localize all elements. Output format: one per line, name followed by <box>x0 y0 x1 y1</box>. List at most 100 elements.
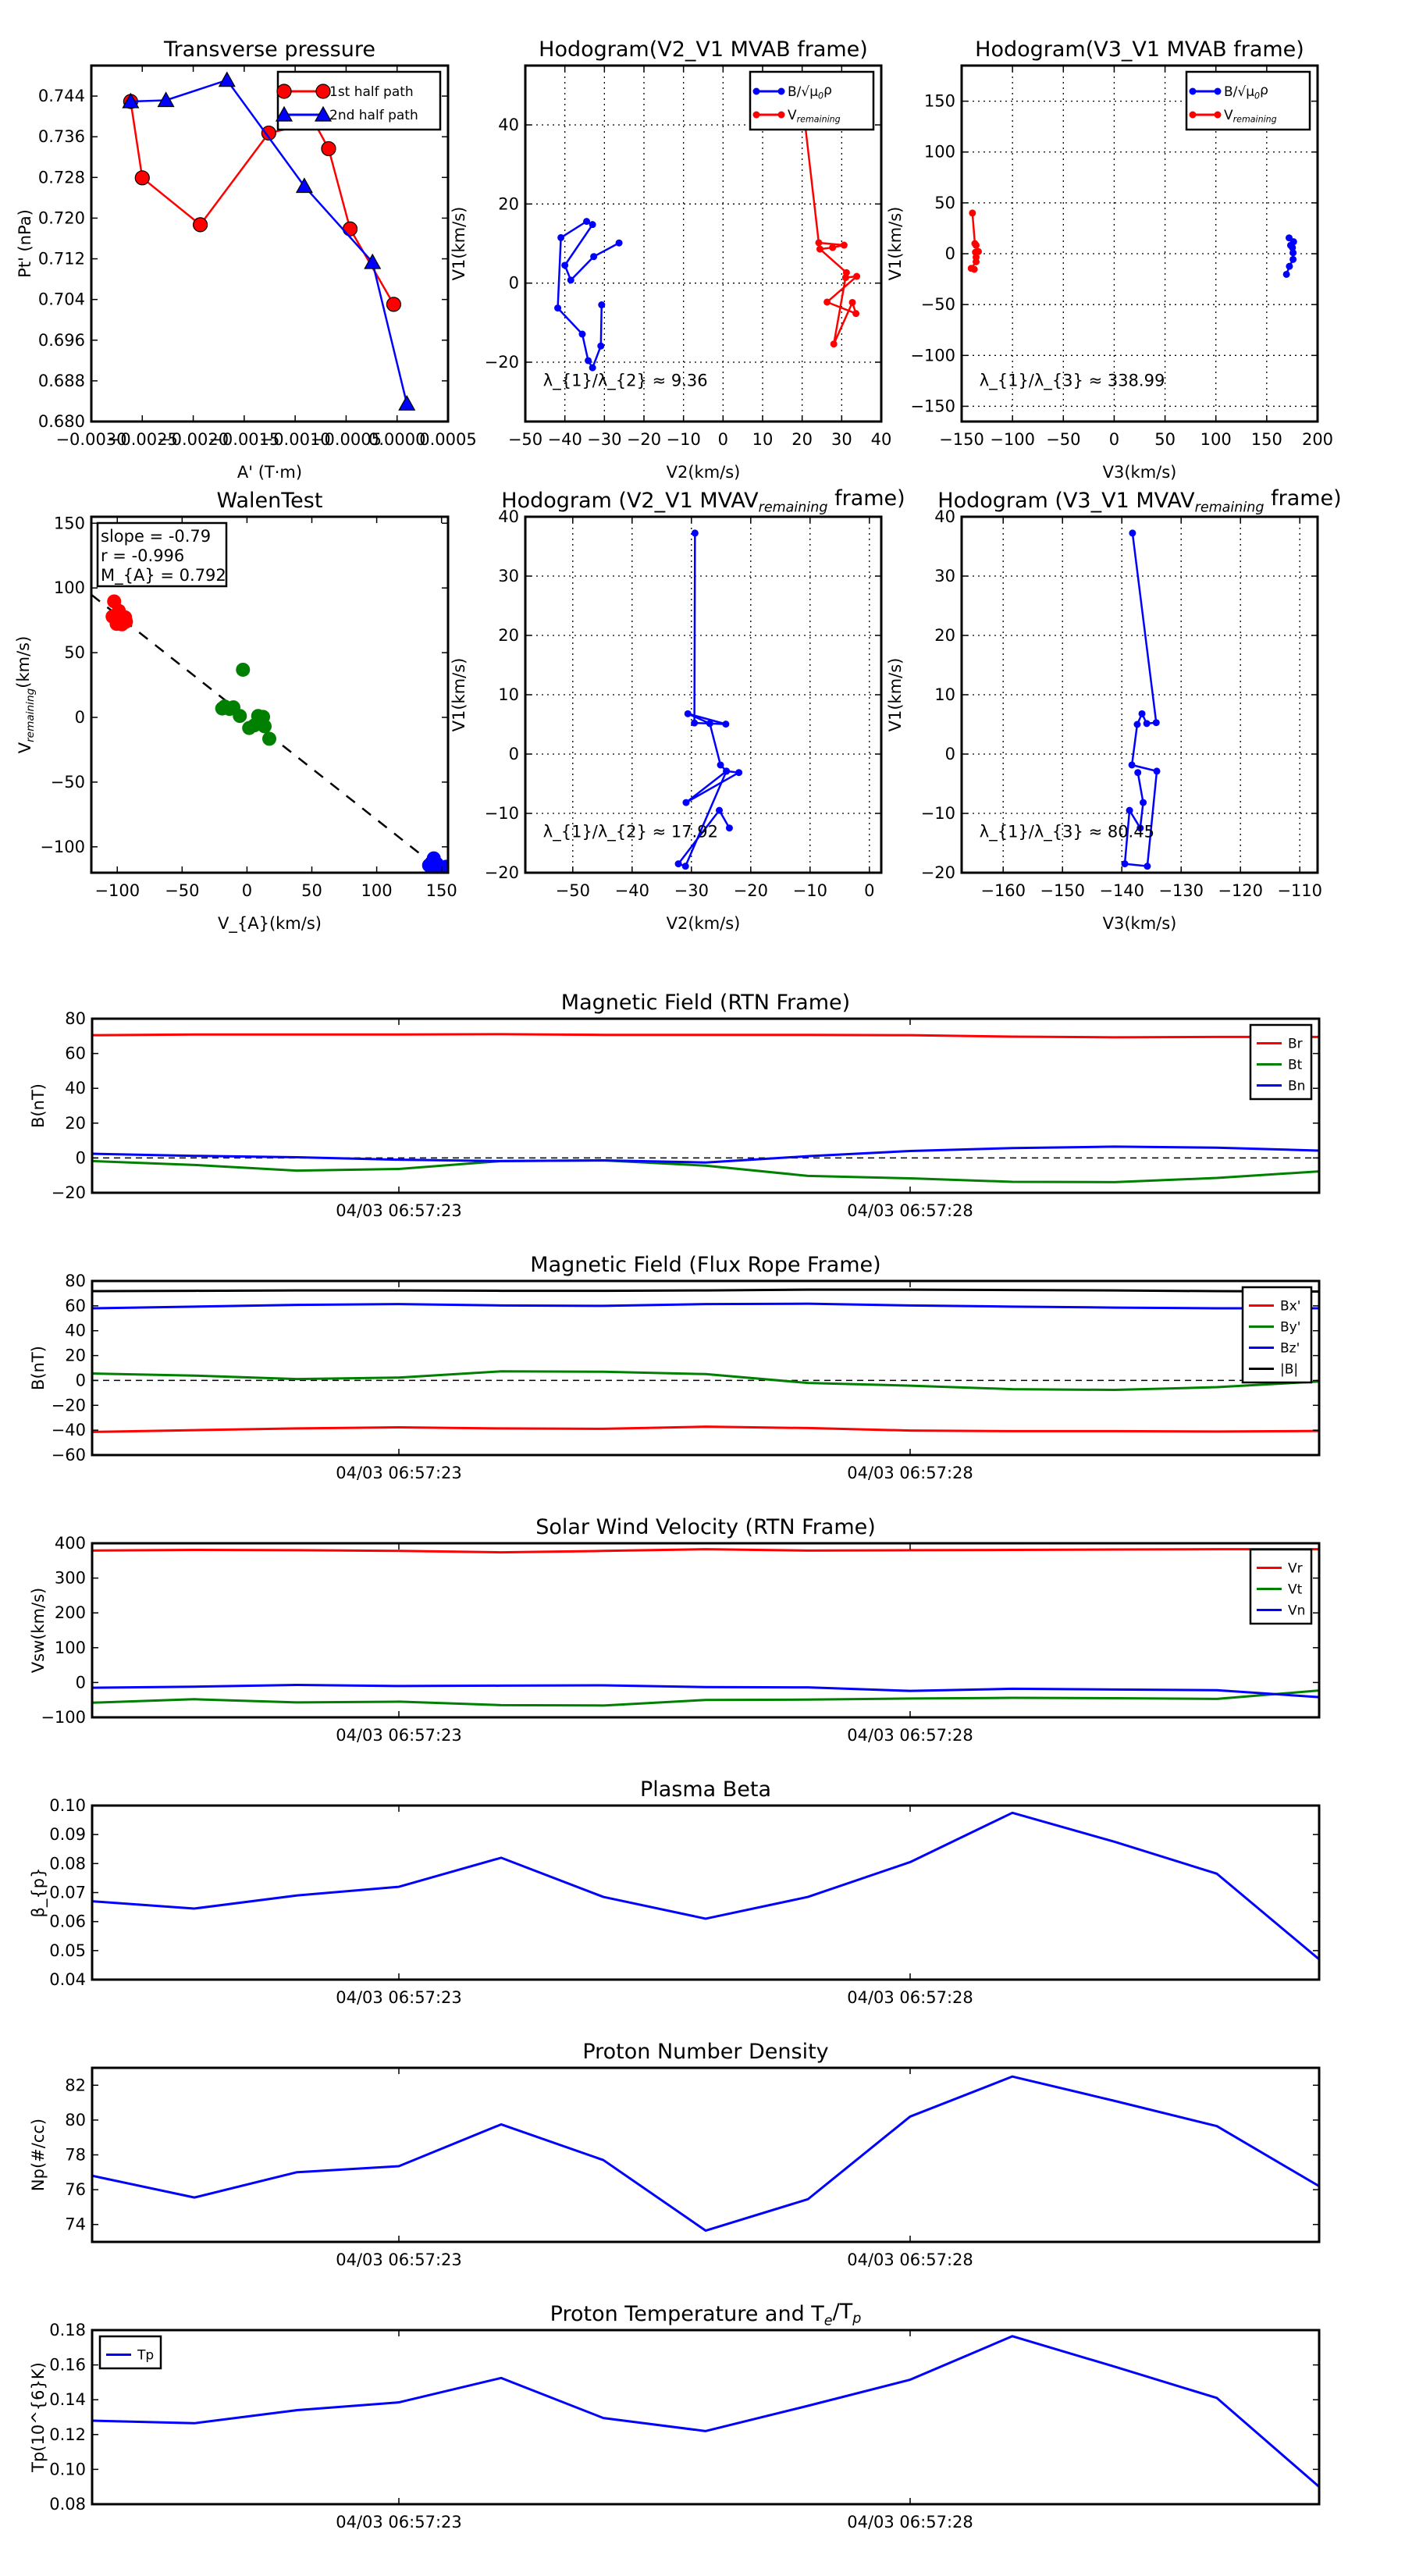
x-tick-label: 50 <box>1154 430 1176 449</box>
y-tick-label: 0 <box>945 244 955 263</box>
x-tick-label: −40 <box>615 881 649 900</box>
y-axis-label: Vremaining(km/s) <box>14 636 37 754</box>
y-tick-label: 0.07 <box>49 1884 86 1902</box>
plot-area <box>92 1288 1319 1433</box>
legend: 1st half path 2nd half path <box>275 70 442 131</box>
axes-frame <box>960 515 1319 874</box>
legend-box <box>1241 1286 1313 1384</box>
y-tick-label: 200 <box>55 1603 86 1622</box>
y-axis-label: V1(km/s) <box>886 658 905 732</box>
axes-frame <box>91 2329 1321 2506</box>
data-point <box>722 720 730 728</box>
legend-box <box>276 70 442 131</box>
y-tick-label: 0 <box>76 1673 86 1692</box>
series-line <box>803 123 858 345</box>
x-axis-label: V2(km/s) <box>667 914 741 933</box>
x-tick-label: 50 <box>301 881 322 900</box>
data-point <box>1136 824 1144 832</box>
legend-marker <box>315 84 331 99</box>
series-2nd-half-path <box>122 71 416 411</box>
stats-text: M_{A} = 0.792 <box>101 566 226 585</box>
x-tick-label: −50 <box>165 881 199 900</box>
series-bn <box>92 1145 1319 1164</box>
y-tick-label: 78 <box>65 2146 86 2165</box>
y-axis-label: Np(#/cc) <box>29 2119 48 2191</box>
series-blue <box>422 851 448 873</box>
legend-marker <box>276 84 292 99</box>
series-line <box>92 1684 1319 1699</box>
y-tick-label: 50 <box>64 643 85 662</box>
y-tick-label: 100 <box>55 1638 86 1657</box>
legend-marker <box>1189 111 1197 119</box>
y-tick-label: 0.10 <box>49 2460 86 2478</box>
y-tick-label: 0.736 <box>38 127 85 146</box>
x-tick-label: −0.0020 <box>158 430 229 449</box>
y-tick-label: −20 <box>52 1183 86 1202</box>
data-point <box>1134 769 1142 777</box>
x-tick-label: −0.0015 <box>208 430 279 449</box>
data-point <box>735 769 743 777</box>
x-tick-label: 04/03 06:57:23 <box>336 1464 462 1482</box>
legend: B/√μ0ρ Vremaining <box>1185 70 1311 131</box>
plot-area <box>92 1033 1319 1183</box>
data-point <box>386 297 402 312</box>
legend-label: Br <box>1288 1037 1303 1052</box>
x-tick-label: 100 <box>361 881 393 900</box>
x-tick-label: 40 <box>871 430 892 449</box>
x-tick-label: −30 <box>587 430 621 449</box>
data-point <box>852 310 860 318</box>
data-point <box>589 221 596 229</box>
y-tick-label: 0.18 <box>49 2321 86 2339</box>
plot-area <box>92 2335 1319 2488</box>
y-tick-label: 0.712 <box>38 250 85 269</box>
data-point <box>598 301 606 309</box>
y-tick-label: 0.696 <box>38 331 85 350</box>
chart-title: Transverse pressure <box>163 37 375 62</box>
x-tick-label: −30 <box>674 881 709 900</box>
y-tick-label: 82 <box>65 2076 86 2094</box>
y-axis-label: Tp(10^{6}K) <box>29 2362 48 2473</box>
x-tick-label: −40 <box>548 430 582 449</box>
data-point <box>1152 719 1160 727</box>
data-point <box>1140 799 1147 806</box>
legend: Bx' By' Bz' |B| <box>1241 1286 1313 1384</box>
data-point <box>218 71 236 87</box>
y-tick-label: 20 <box>65 1347 86 1365</box>
y-tick-label: 60 <box>65 1044 86 1063</box>
data-point <box>590 253 598 261</box>
data-point <box>829 244 837 251</box>
solar-wind-velocity-rtn-chart: 04/03 06:57:23 04/03 06:57:28 −100 0 100 200 3… <box>29 1515 1321 1745</box>
data-point <box>1126 806 1133 814</box>
x-tick-label: 10 <box>752 430 774 449</box>
series-bt <box>92 1159 1319 1183</box>
x-tick-label: −50 <box>508 430 542 449</box>
y-tick-label: −20 <box>921 863 955 882</box>
legend-label: Vremaining <box>1224 108 1277 124</box>
series-line <box>1123 532 1158 867</box>
data-point <box>691 719 699 727</box>
legend-marker <box>275 105 293 122</box>
legend-marker <box>777 87 785 95</box>
series-vr <box>92 1548 1319 1554</box>
y-tick-label: 0.720 <box>38 208 85 227</box>
series-line <box>92 1689 1319 1707</box>
data-point <box>717 761 724 769</box>
y-tick-label: 0.05 <box>49 1941 86 1960</box>
y-tick-label: 0.10 <box>49 1796 86 1815</box>
data-point <box>1286 262 1293 270</box>
x-tick-label: 04/03 06:57:28 <box>847 2513 973 2532</box>
legend-label: 2nd half path <box>329 108 418 123</box>
data-point <box>1121 860 1129 868</box>
series-red <box>105 594 133 632</box>
series-b-0- <box>1282 234 1297 278</box>
y-tick-label: 0 <box>76 1371 86 1389</box>
x-tick-label: 0 <box>864 881 874 900</box>
y-tick-label: 0.12 <box>49 2425 86 2444</box>
x-tick-label: −160 <box>980 881 1026 900</box>
axes-frame <box>524 515 883 874</box>
y-tick-label: 80 <box>65 2111 86 2129</box>
x-tick-label: −0.0025 <box>107 430 178 449</box>
hodogram-v3-v1-mvab-chart: −150 −100 −50 0 50 100 150 200 −150 −100 −50 0 50 100… <box>886 37 1333 482</box>
data-point <box>1129 529 1136 537</box>
data-point <box>840 241 848 249</box>
